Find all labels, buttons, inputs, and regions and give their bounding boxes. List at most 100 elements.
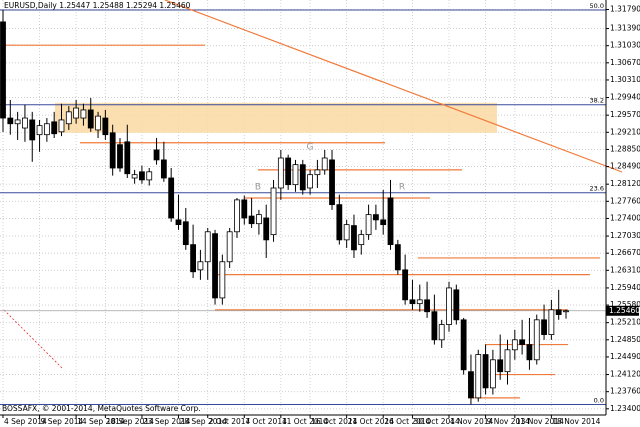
x-tick-label: 14 Sep 2014 (77, 417, 125, 426)
x-tick-label: 23 Sep 2014 (143, 417, 191, 426)
y-tick-label: 1.25580 (610, 300, 640, 309)
candle-body (365, 214, 372, 236)
candle-body (139, 171, 145, 181)
candle-body (489, 359, 496, 389)
x-tick-label: 11 Oct 2014 (282, 417, 329, 426)
candle-body (241, 199, 248, 219)
y-tick-label: 1.29570 (610, 110, 640, 119)
annotation: G (307, 143, 314, 153)
x-tick-label: 30 Oct 2014 (413, 417, 460, 426)
x-tick-label: 18 Sep 2014 (106, 417, 154, 426)
candle-body (285, 157, 292, 186)
y-tick-label: 1.31030 (610, 41, 640, 50)
candle-body (0, 21, 6, 119)
candle-body (219, 261, 226, 299)
candle-body (7, 117, 14, 125)
y-tick-label: 1.27400 (610, 213, 640, 222)
y-tick-label: 1.31390 (610, 24, 640, 33)
candle-body (248, 215, 255, 225)
y-tick-label: 1.25940 (610, 283, 640, 292)
candle-body (124, 141, 131, 175)
x-tick-label: 28 Sep 2014 (179, 417, 227, 426)
candle-body (533, 319, 540, 361)
y-tick-label: 1.25210 (610, 318, 640, 327)
candle-body (80, 109, 87, 119)
candle-body (563, 310, 569, 313)
candle-body (526, 344, 533, 361)
candle-body (468, 371, 474, 399)
candle-body (87, 109, 94, 129)
candle-body (336, 204, 343, 241)
candle-body (117, 144, 123, 169)
y-tick-label: 1.29940 (610, 93, 640, 102)
fib-label: 0.0 (594, 397, 604, 405)
candle-body (358, 234, 365, 246)
y-tick-label: 1.29210 (610, 127, 640, 136)
candle-body (175, 219, 182, 226)
candle-body (182, 221, 189, 246)
annotation: R (399, 183, 405, 193)
candle-body (43, 123, 50, 136)
candle-body (146, 171, 153, 181)
candle-body (204, 231, 211, 263)
candle-body (29, 119, 36, 141)
candle-body (497, 359, 504, 373)
y-tick-label: 1.31790 (610, 5, 640, 14)
candle-body (321, 157, 328, 171)
current-price-label: 1.25460 (609, 306, 640, 315)
candle-body (263, 217, 270, 241)
trend-line (164, 0, 623, 173)
current-price-box (606, 305, 639, 316)
candle-body (548, 309, 555, 335)
candle-body (555, 309, 562, 315)
candle-body (519, 339, 526, 345)
candle-body (431, 311, 438, 341)
y-tick-label: 1.24850 (610, 335, 640, 344)
fib-label: 23.6 (590, 185, 604, 193)
candle-body (277, 157, 284, 189)
candle-body (102, 117, 109, 136)
candle-body (168, 177, 175, 219)
candle-body (394, 244, 401, 271)
candle-body (160, 159, 167, 179)
x-tick-label: 21 Oct 2014 (348, 417, 395, 426)
candle-body (424, 299, 430, 313)
y-tick-label: 1.28850 (610, 144, 640, 153)
candle-body (482, 354, 489, 389)
candle-body (541, 319, 547, 335)
fib-label: 50.0 (590, 2, 604, 10)
candle-body (212, 233, 218, 299)
x-tick-label: 16 Oct 2014 (311, 417, 358, 426)
candle-body (256, 214, 262, 225)
candle-body (197, 261, 204, 271)
y-tick-label: 1.27030 (610, 231, 640, 240)
candle-layer (0, 9, 569, 405)
copyright: BOSSAFX, © 2001-2014, MetaQuotes Softwar… (2, 404, 201, 413)
candle-body (314, 169, 321, 176)
candle-body (402, 269, 409, 301)
annotation: B (255, 183, 261, 193)
x-tick-label: 18 Nov 2014 (552, 417, 600, 426)
candle-body (131, 174, 138, 179)
x-tick-label: 4 Sep 2014 (4, 417, 47, 426)
candle-body (226, 231, 233, 263)
candle-body (234, 199, 240, 233)
y-tick-label: 1.24490 (610, 352, 640, 361)
drawing-layer (0, 0, 623, 406)
candle-body (292, 164, 299, 186)
x-tick-label: 7 Oct 2014 (245, 417, 287, 426)
candle-body (14, 119, 21, 125)
y-tick-label: 1.27760 (610, 196, 640, 205)
x-tick-label: 4 Nov 2014 (450, 417, 493, 426)
y-tick-label: 1.26670 (610, 248, 640, 257)
candle-body (475, 354, 482, 399)
candle-body (65, 111, 72, 125)
candle-body (109, 132, 116, 169)
zone (55, 102, 497, 133)
x-tick-label: 9 Nov 2014 (487, 417, 530, 426)
candle-body (409, 299, 416, 305)
y-tick-label: 1.28120 (610, 179, 640, 188)
candle-body (329, 159, 335, 206)
candle-body (460, 319, 467, 371)
